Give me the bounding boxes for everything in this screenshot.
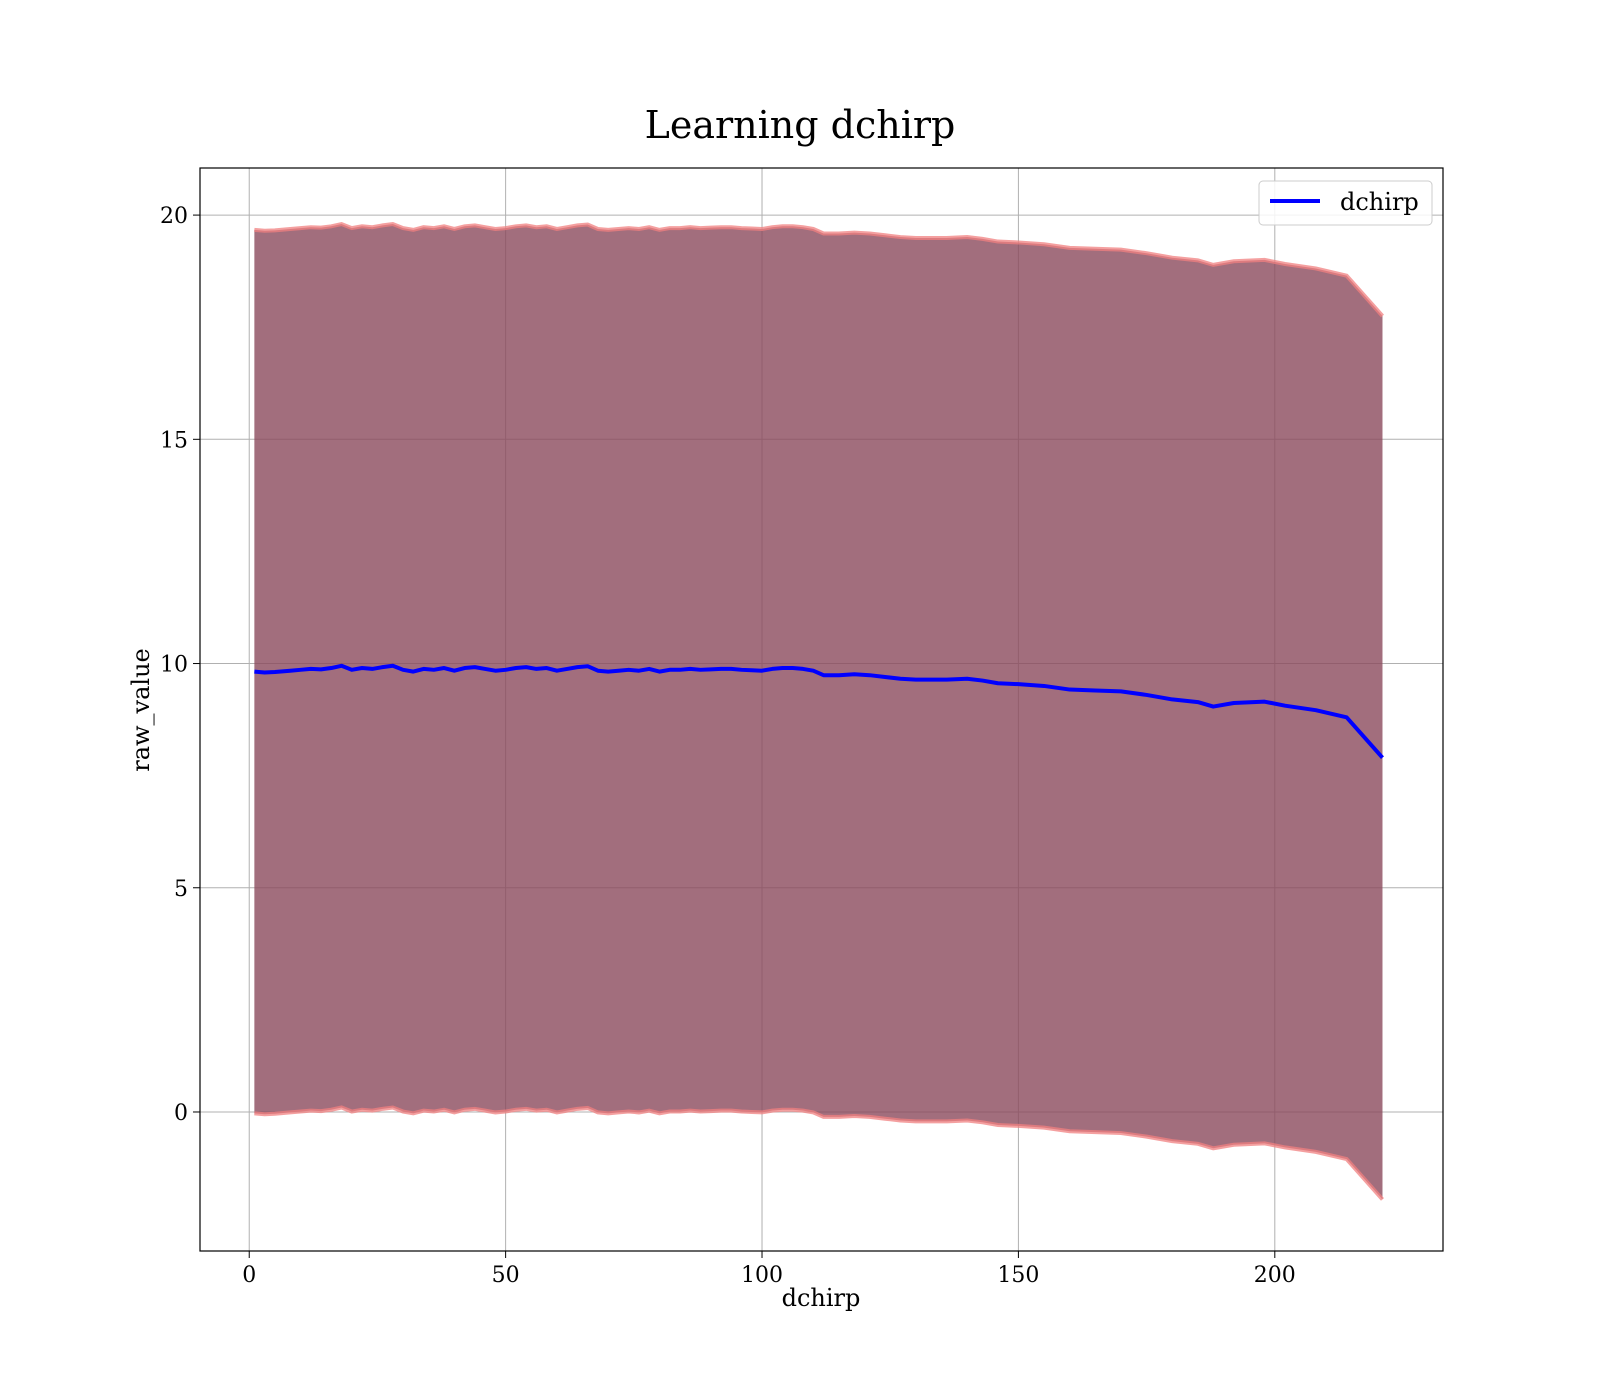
legend: dchirp bbox=[1258, 180, 1433, 226]
band-lower-edge bbox=[254, 1105, 1384, 1201]
chart-title: Learning dchirp bbox=[645, 103, 956, 147]
x-tick-label: 0 bbox=[242, 1263, 256, 1288]
y-tick-label: 10 bbox=[160, 653, 188, 678]
band-fill bbox=[254, 224, 1383, 1200]
y-tick-label: 15 bbox=[160, 428, 188, 453]
series-lines bbox=[254, 663, 1384, 760]
y-axis-label: raw_value bbox=[127, 648, 155, 772]
y-tick-label: 0 bbox=[174, 1101, 188, 1126]
x-tick-label: 150 bbox=[997, 1263, 1039, 1288]
y-tick-label: 20 bbox=[160, 204, 188, 229]
band-upper-edge bbox=[254, 221, 1384, 318]
x-tick-label: 100 bbox=[741, 1263, 783, 1288]
y-tick-label: 5 bbox=[174, 877, 188, 902]
legend-box bbox=[1258, 180, 1433, 226]
axis-ticks: 0 50 100 150 200 0 5 10 15 20 bbox=[160, 204, 1296, 1288]
plot-frame bbox=[199, 167, 1444, 1252]
confidence-band bbox=[254, 221, 1384, 1201]
series-line-dchirp bbox=[254, 663, 1384, 760]
x-tick-label: 200 bbox=[1254, 1263, 1296, 1288]
legend-label-dchirp: dchirp bbox=[1340, 188, 1419, 216]
x-axis-label: dchirp bbox=[782, 1284, 861, 1312]
x-tick-label: 50 bbox=[492, 1263, 520, 1288]
